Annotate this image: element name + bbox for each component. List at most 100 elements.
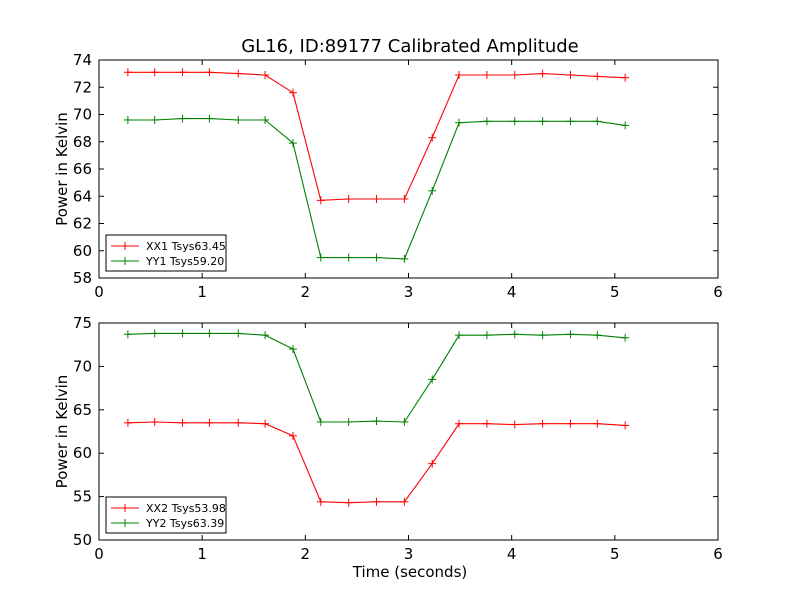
data-point (205, 114, 214, 123)
data-point (538, 117, 547, 126)
data-point (593, 72, 602, 81)
data-point (261, 70, 270, 79)
x-axis-label: Time (seconds) (352, 563, 468, 581)
y-axis-label: Power in Kelvin (53, 375, 71, 489)
x-tick-label: 2 (301, 283, 311, 301)
data-point (178, 329, 187, 338)
data-point (234, 69, 243, 78)
y-tick-label: 60 (73, 444, 92, 462)
data-point (593, 419, 602, 428)
y-tick-label: 66 (73, 160, 92, 178)
data-point (400, 194, 409, 203)
bottom-plot: 0 1 2 3 4 5 6 50 55 60 65 70 75 Power in Kelvin XX2 Ts… (53, 314, 723, 563)
data-point (455, 118, 464, 127)
data-point (621, 73, 630, 82)
data-point (538, 331, 547, 340)
legend-label: XX1 Tsys63.45 (146, 240, 226, 253)
x-tick-label: 6 (713, 545, 723, 563)
data-point (538, 69, 547, 78)
data-point (234, 329, 243, 338)
y-tick-label: 72 (73, 78, 92, 96)
x-tick-label: 4 (507, 283, 517, 301)
data-point (400, 254, 409, 263)
y-axis-label: Power in Kelvin (53, 112, 71, 226)
y-tick-label: 75 (73, 314, 92, 332)
data-point (178, 418, 187, 427)
data-point (123, 418, 132, 427)
legend: XX1 Tsys63.45 YY1 Tsys59.20 (105, 234, 227, 272)
legend-label: XX2 Tsys53.98 (146, 502, 226, 515)
y-tick-label: 58 (73, 269, 92, 287)
data-point (482, 70, 491, 79)
y-tick-label: 64 (73, 187, 92, 205)
legend-box (105, 234, 227, 272)
data-point (593, 331, 602, 340)
data-point (344, 498, 353, 507)
data-point (205, 68, 214, 77)
data-point (538, 419, 547, 428)
data-point (234, 115, 243, 124)
data-point (428, 133, 437, 142)
data-point (205, 329, 214, 338)
data-point (316, 497, 325, 506)
data-point (316, 253, 325, 262)
data-point (428, 186, 437, 195)
data-point (316, 417, 325, 426)
data-point (205, 418, 214, 427)
legend: XX2 Tsys53.98 YY2 Tsys63.39 (105, 496, 227, 534)
x-tick-label: 5 (610, 545, 620, 563)
x-tick-label: 0 (94, 283, 104, 301)
data-point (288, 431, 297, 440)
legend-item: XX2 Tsys53.98 (111, 502, 226, 515)
y-tick-label: 62 (73, 215, 92, 233)
data-point (621, 333, 630, 342)
data-point (428, 375, 437, 384)
data-point (316, 196, 325, 205)
legend-item: YY2 Tsys63.39 (111, 517, 224, 530)
data-point (482, 419, 491, 428)
data-point (123, 115, 132, 124)
data-point (372, 497, 381, 506)
y-tick-label: 65 (73, 401, 92, 419)
data-point (621, 421, 630, 430)
legend-item: YY1 Tsys59.20 (111, 255, 224, 268)
data-point (150, 329, 159, 338)
data-point (288, 345, 297, 354)
data-point (455, 70, 464, 79)
data-point (482, 117, 491, 126)
data-point (344, 194, 353, 203)
legend-item: XX1 Tsys63.45 (111, 240, 226, 253)
data-point (428, 459, 437, 468)
data-point (344, 253, 353, 262)
x-tick-label: 5 (610, 283, 620, 301)
data-point (566, 419, 575, 428)
data-point (372, 194, 381, 203)
legend-label: YY2 Tsys63.39 (145, 517, 224, 530)
y-tick-label: 68 (73, 133, 92, 151)
data-point (482, 331, 491, 340)
data-point (455, 419, 464, 428)
x-tick-label: 1 (197, 283, 207, 301)
data-point (261, 115, 270, 124)
data-point (150, 115, 159, 124)
legend-box (105, 496, 227, 534)
x-tick-label: 0 (94, 545, 104, 563)
y-tick-label: 50 (73, 531, 92, 549)
data-point (261, 419, 270, 428)
x-tick-label: 3 (404, 283, 414, 301)
data-point (593, 117, 602, 126)
data-point (288, 139, 297, 148)
data-point (150, 68, 159, 77)
data-point (400, 497, 409, 506)
data-point (566, 330, 575, 339)
x-tick-label: 6 (713, 283, 723, 301)
data-point (510, 330, 519, 339)
data-point (150, 417, 159, 426)
data-point (372, 417, 381, 426)
data-point (123, 330, 132, 339)
data-point (455, 331, 464, 340)
y-tick-label: 70 (73, 357, 92, 375)
data-point (621, 121, 630, 130)
y-tick-label: 74 (73, 51, 92, 69)
